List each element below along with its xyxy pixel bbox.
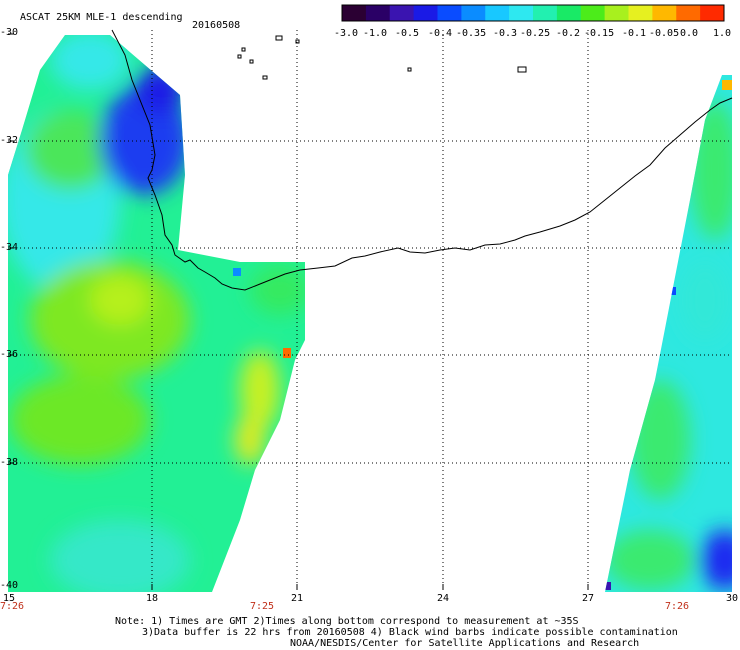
lat-label: -38 — [0, 457, 19, 468]
east-swath — [605, 75, 732, 592]
lon-label: 15 — [3, 593, 16, 604]
colorbar-label: -0.15 — [584, 28, 615, 39]
colorbar-label: 0.0 — [680, 28, 699, 39]
lon-label: 18 — [146, 593, 159, 604]
colorbar-label: -1.0 — [363, 28, 388, 39]
colorbar-cell — [556, 5, 582, 21]
time-label: 7:25 — [250, 601, 275, 612]
west-swath — [8, 35, 305, 592]
colorbar-frame — [341, 4, 725, 22]
colorbar-label: -0.1 — [622, 28, 647, 39]
colorbar-cell — [509, 5, 534, 21]
graticule — [8, 30, 732, 590]
product-date: 20160508 — [192, 20, 241, 31]
lat-label: -40 — [0, 580, 19, 591]
lat-label: -32 — [0, 135, 19, 146]
colorbar-label: -0.2 — [556, 28, 581, 39]
colorbar-label: -0.25 — [520, 28, 551, 39]
colorbar-cell — [580, 5, 606, 21]
colorbar-cell — [676, 5, 701, 21]
lat-label: -34 — [0, 242, 19, 253]
note-line: 3)Data buffer is 22 hrs from 20160508 4)… — [142, 627, 678, 638]
coast-patch — [233, 268, 241, 276]
colorbar-cell — [342, 5, 367, 21]
colorbar-label: -0.35 — [456, 28, 487, 39]
colorbar-cell — [533, 5, 558, 21]
tick-marks — [8, 33, 589, 590]
lon-label: 30 — [726, 593, 739, 604]
colorbar-label: -0.3 — [493, 28, 518, 39]
colorbar-cell — [628, 5, 653, 21]
colorbar-cell — [413, 5, 439, 21]
lon-label: 24 — [437, 593, 450, 604]
colorbar-label: -0.5 — [395, 28, 420, 39]
islands — [237, 35, 527, 80]
colorbar-cell — [365, 5, 391, 21]
note-line: NOAA/NESDIS/Center for Satellite Applica… — [290, 638, 640, 649]
colorbar-label: -0.4 — [428, 28, 453, 39]
note-line: Note: 1) Times are GMT 2)Times along bot… — [115, 616, 579, 627]
lat-label: -36 — [0, 349, 19, 360]
colorbar-cell — [437, 5, 462, 21]
colorbar-cell — [652, 5, 677, 21]
colorbar-label: -0.05 — [649, 28, 680, 39]
colorbar-label: -3.0 — [334, 28, 359, 39]
lon-label: 21 — [291, 593, 304, 604]
lon-label: 27 — [582, 593, 595, 604]
colorbar-cell — [485, 5, 510, 21]
time-label: 7:26 — [0, 601, 25, 612]
colorbar-cell — [461, 5, 486, 21]
colorbar — [342, 5, 725, 21]
product-title: ASCAT 25KM MLE-1 descending — [20, 12, 183, 23]
colorbar-cell — [389, 5, 415, 21]
colorbar-cell — [700, 5, 725, 21]
coastline — [111, 29, 733, 291]
time-label: 7:26 — [665, 601, 690, 612]
colorbar-cell — [604, 5, 630, 21]
colorbar-label: 1.0 — [713, 28, 732, 39]
lat-label: -30 — [0, 27, 19, 38]
